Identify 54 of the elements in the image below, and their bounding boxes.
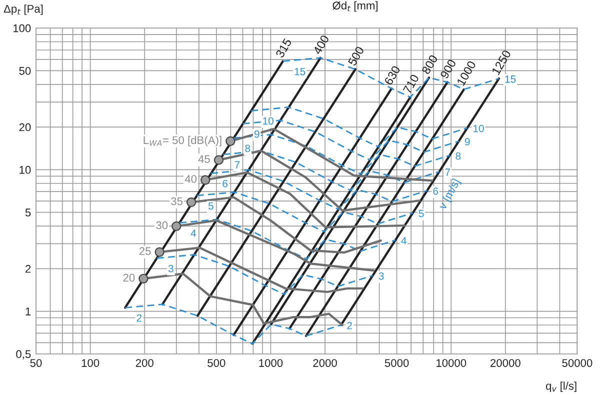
text: 4 xyxy=(190,230,196,237)
x-tick-label: 500 xyxy=(208,359,226,367)
text: 710 xyxy=(402,74,420,94)
series-label: 4 xyxy=(401,237,406,244)
series-label: 2 xyxy=(347,322,352,330)
text: 400 xyxy=(312,34,330,56)
y-tick-label: 2 xyxy=(26,264,31,273)
x-tick-label: 100 xyxy=(82,359,100,367)
text: 315 xyxy=(275,38,292,58)
x-tick-label: 200 xyxy=(136,359,154,367)
x-tick-label: 2000 xyxy=(313,359,337,367)
text: 15 xyxy=(294,68,306,76)
text: 8 xyxy=(245,144,250,152)
y-axis-title: Δp$_{t}$ [Pa] xyxy=(4,4,43,15)
x-tick-label: 50000 xyxy=(562,359,592,367)
series-label: 9 xyxy=(464,138,470,146)
series-label: 8 xyxy=(456,152,461,160)
y-tick-label: 0,5 xyxy=(16,350,31,360)
text: 10 xyxy=(263,117,274,125)
x-tick-label: 5000 xyxy=(384,359,409,367)
y-tick-label: 100 xyxy=(13,24,31,32)
x-tick-label: 1000 xyxy=(259,359,283,367)
series-label: 10 xyxy=(473,124,484,132)
series-label: L$_{WA}$= 50 [dB(A)] xyxy=(144,136,222,146)
text: 800 xyxy=(421,54,438,75)
text: 2 xyxy=(136,314,142,322)
series-label: 6 xyxy=(433,187,438,195)
x-axis-title: q$_{v}$ [l/s] xyxy=(546,382,576,392)
series-label: 25 xyxy=(139,247,151,256)
y-tick-label: 50 xyxy=(19,66,31,75)
series-label: 7 xyxy=(445,168,450,176)
text: 7 xyxy=(234,161,240,168)
series-label: 35 xyxy=(171,197,183,206)
x-tick-label: 20000 xyxy=(490,359,520,367)
series-label: 15 xyxy=(505,76,516,83)
y-tick-label: 10 xyxy=(20,166,31,174)
y-tick-label: 20 xyxy=(19,123,31,132)
series-label: 40 xyxy=(184,175,197,183)
series-label: 45 xyxy=(198,155,210,163)
series-label: 20 xyxy=(123,274,135,282)
text: 5 xyxy=(208,202,214,210)
text: 6 xyxy=(222,180,228,188)
y-tick-label: 1 xyxy=(26,308,31,316)
text: 9 xyxy=(254,130,260,138)
text: 900 xyxy=(440,58,456,80)
y-tick-label: 5 xyxy=(25,208,31,216)
text: Ød$_{t}$ [mm] xyxy=(332,1,378,12)
x-tick-label: 10000 xyxy=(436,359,466,367)
text: 3 xyxy=(168,264,174,272)
series-label: 30 xyxy=(156,221,168,230)
series-label: 3 xyxy=(378,272,384,280)
text: 500 xyxy=(348,46,364,66)
text: 630 xyxy=(384,65,401,86)
series-label: 5 xyxy=(418,210,424,218)
